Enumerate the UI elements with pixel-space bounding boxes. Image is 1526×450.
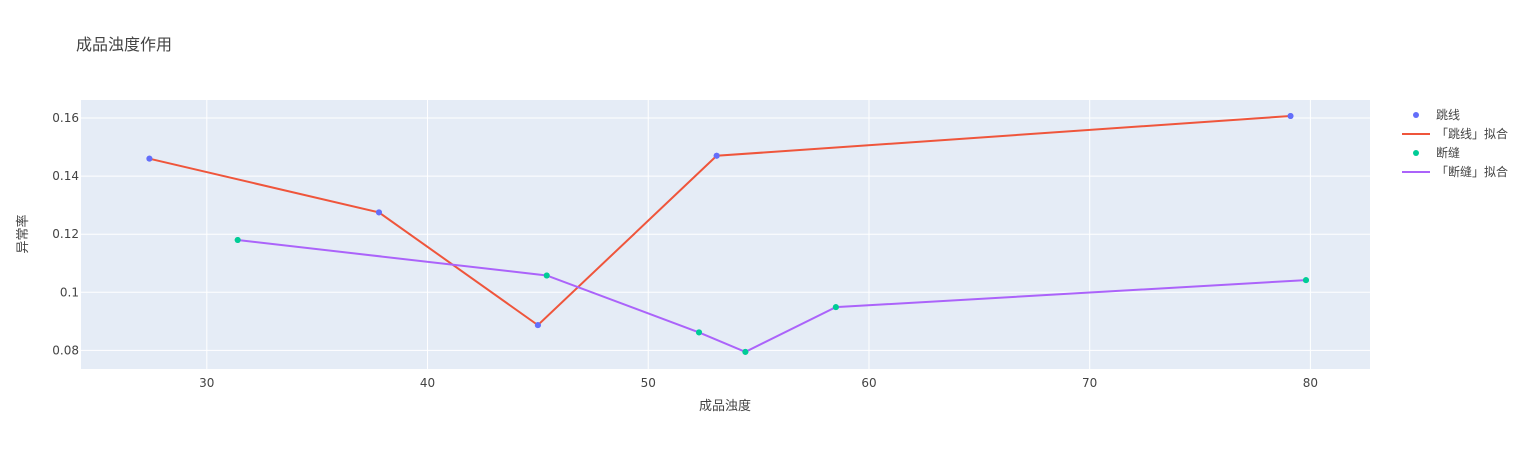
series-3 <box>237 239 1307 353</box>
x-tick-label: 70 <box>1082 376 1097 390</box>
y-tick-label: 0.1 <box>60 285 79 299</box>
legend-label: 跳线 <box>1436 108 1460 122</box>
x-axis-title: 成品浊度 <box>699 398 751 414</box>
x-tick-label: 30 <box>199 376 214 390</box>
chart-title: 成品浊度作用 <box>76 35 172 54</box>
series-markers-top-2 <box>234 237 1309 355</box>
y-tick-label: 0.12 <box>52 227 79 241</box>
x-tick-label: 60 <box>861 376 876 390</box>
data-point <box>1287 112 1294 119</box>
data-point <box>375 209 382 216</box>
legend-label: 「跳线」拟合 <box>1436 126 1508 141</box>
legend-label: 断缝 <box>1436 145 1460 160</box>
y-tick-label: 0.08 <box>52 343 79 357</box>
x-tick-label: 50 <box>641 376 656 390</box>
data-point <box>696 329 703 336</box>
legend-label: 「断缝」拟合 <box>1436 164 1508 179</box>
grid-lines <box>81 100 1370 369</box>
x-tick-label: 80 <box>1303 376 1318 390</box>
series-line <box>237 239 1307 353</box>
legend-swatch-marker <box>1413 150 1419 156</box>
data-point <box>832 304 839 311</box>
legend-swatch-marker <box>1413 112 1419 118</box>
y-tick-label: 0.14 <box>52 169 79 183</box>
legend-item[interactable]: 断缝 <box>1413 145 1460 160</box>
legend-item[interactable]: 「断缝」拟合 <box>1402 164 1508 179</box>
data-point <box>146 155 153 162</box>
data-point <box>1302 277 1309 284</box>
data-point <box>742 348 749 355</box>
data-point <box>534 322 541 329</box>
data-point <box>543 272 550 279</box>
series-layer <box>146 112 1309 355</box>
y-tick-label: 0.16 <box>52 111 79 125</box>
y-axis-title: 异常率 <box>15 214 31 253</box>
legend-item[interactable]: 「跳线」拟合 <box>1402 126 1508 141</box>
data-point <box>713 152 720 159</box>
axis-ticks: 30 40 50 60 70 80 0.08 0.1 0.12 0.14 0.16 <box>52 111 1318 390</box>
legend-item[interactable]: 跳线 <box>1413 108 1460 122</box>
x-tick-label: 40 <box>420 376 435 390</box>
data-point <box>234 237 241 244</box>
series-markers-top-0 <box>146 112 1294 329</box>
